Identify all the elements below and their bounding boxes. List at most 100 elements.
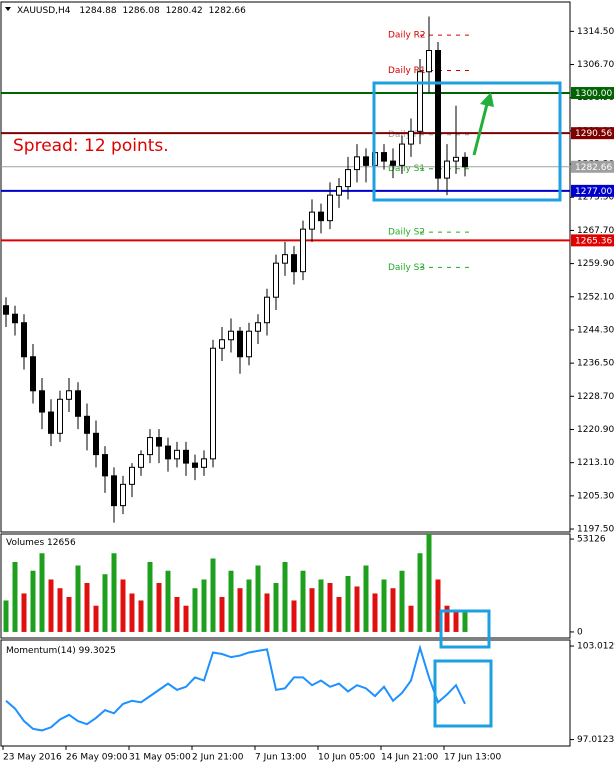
volume-bar [120,579,126,632]
volume-bar [363,565,369,632]
momentum-title: Momentum(14) [6,646,76,656]
candle-body [399,143,405,166]
candle-body [228,330,234,341]
candle-body [111,475,117,507]
volume-bar [237,588,243,632]
volume-bar [138,600,144,632]
candle-body [21,322,27,358]
volume-bar [444,605,450,632]
level-tag-label: 1290.56 [575,129,612,139]
candle-body [93,432,99,456]
y-tick-label: 0 [577,627,583,637]
volume-bar [93,605,99,632]
volume-bar [462,609,468,632]
level-tag [571,160,614,173]
y-tick-label: 97.0123 [577,735,614,745]
volume-bar [354,586,360,632]
candle-body [237,330,243,358]
volume-bar [336,596,342,632]
volume-bar [147,561,153,632]
volume-bar [111,553,117,632]
candle-body [129,466,135,485]
volume-bar [264,593,270,632]
y-tick-label: 1306.70 [577,60,614,70]
momentum-header: Momentum(14) 99.3025 [6,646,116,656]
candle-body [300,228,306,273]
candle-body [75,390,81,417]
volume-bar [408,605,414,632]
volume-bar [372,593,378,632]
volume-bar [390,588,396,632]
symbol-icon [5,7,11,11]
volume-bar [246,579,252,632]
volume-bar [174,596,180,632]
volume-bar [30,570,36,632]
level-tag-label: 1300.00 [575,89,612,99]
volume-bar [165,570,171,632]
momentum-line [5,644,466,732]
trend-arrow [472,103,489,156]
volume-bar [318,579,324,632]
volume-bar [228,570,234,632]
x-tick-label: 2 Jun 21:00 [192,753,244,763]
level-tag-label: 1277.00 [575,187,612,197]
pivot-label: Daily R2 [388,31,426,41]
candle-body [219,339,225,349]
volume-bar [426,534,432,632]
candle-body [282,254,288,264]
candle-body [264,296,270,324]
candle-body [255,322,261,332]
candle-body [381,152,387,162]
volume-bar [291,600,297,632]
y-tick-label: 1314.50 [577,27,614,37]
pivot-label: Daily S1 [388,164,425,174]
volume-bar [183,605,189,632]
volume-bar [3,600,9,632]
candle-body [192,462,198,468]
candle-body [408,130,414,145]
candle-body [120,483,126,507]
y-tick-label: 1252.10 [577,292,614,302]
candle-body [327,194,333,222]
y-tick-label: 1275.50 [577,193,614,203]
volume-bar [273,582,279,632]
candle-body [30,356,36,392]
highlight-box [372,81,562,202]
plot: Daily R2 Daily R1 Daily PP Daily S1 Daily S2… [1,16,615,763]
x-tick-label: 14 Jun 21:00 [381,753,438,763]
candle-body [66,390,72,400]
volume-bar [75,565,81,632]
candle-body [291,254,297,273]
volume-last: 12656 [47,538,76,548]
volume-panel [0,533,571,639]
candle-body [12,313,18,324]
close-value: 1282.66 [209,6,246,16]
volume-bar [399,570,405,632]
candle-body [363,156,369,166]
candle-body [210,347,216,460]
y-tick-label: 1236.50 [577,359,614,369]
y-tick-label: 1213.10 [577,458,614,468]
y-tick-label: 1267.70 [577,226,614,236]
x-tick-label: 17 Jun 13:00 [444,753,501,763]
volume-bar [435,579,441,632]
candle-body [183,449,189,464]
candle-body [426,49,432,73]
volume-bar [102,574,108,632]
candle-body [246,330,252,358]
candle-body [147,437,153,456]
volume-bar [282,561,288,632]
candle-body [201,458,207,468]
volume-bar [381,579,387,632]
volume-bar [192,588,198,632]
momentum-last: 99.3025 [79,646,116,656]
candle-body [435,49,441,179]
x-tick-label: 10 Jun 05:00 [318,753,375,763]
candle-body [156,437,162,447]
level-tag [571,234,614,247]
x-tick-label: 31 May 05:00 [129,753,191,763]
volume-bar [300,570,306,632]
candle-body [273,262,279,298]
highlight-box [433,659,493,728]
